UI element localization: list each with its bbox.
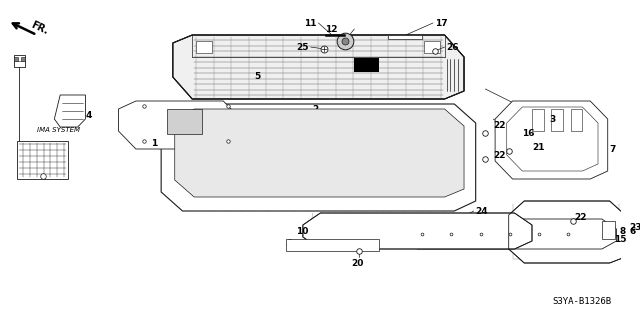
Polygon shape [495,101,608,179]
Text: 10: 10 [296,226,308,235]
Text: 15: 15 [614,234,626,243]
Polygon shape [602,221,616,239]
Polygon shape [118,101,241,149]
Text: 24: 24 [476,206,488,216]
Polygon shape [173,35,464,99]
Text: 16: 16 [522,130,535,138]
Polygon shape [175,109,464,197]
Text: 3: 3 [550,115,556,123]
Text: 26: 26 [447,42,459,51]
Text: 6: 6 [629,226,636,235]
Text: 25: 25 [296,42,308,51]
Polygon shape [325,34,344,36]
Polygon shape [17,141,68,179]
Text: 7: 7 [610,145,616,153]
Text: 11: 11 [304,19,316,27]
Text: 1: 1 [151,139,157,149]
Text: 21: 21 [532,143,545,152]
Polygon shape [161,104,476,211]
Text: 22: 22 [493,151,506,160]
Text: 9: 9 [287,239,293,248]
Text: 4: 4 [85,110,92,120]
Text: 22: 22 [493,122,506,130]
Polygon shape [54,95,85,127]
Text: 23: 23 [629,222,640,232]
Text: 20: 20 [351,259,364,268]
Text: 2: 2 [312,105,319,114]
Polygon shape [196,41,212,53]
Polygon shape [13,55,25,67]
Polygon shape [167,109,202,134]
Text: 8: 8 [620,226,626,235]
Text: 22: 22 [575,212,588,221]
Polygon shape [303,213,532,249]
Text: IMA SYSTEM: IMA SYSTEM [37,127,80,133]
Text: 12: 12 [325,25,338,33]
Polygon shape [286,239,379,251]
Polygon shape [388,35,422,39]
Text: S3YA-B1326B: S3YA-B1326B [552,296,612,306]
Polygon shape [424,41,440,53]
Text: 17: 17 [435,19,447,27]
Text: FR.: FR. [29,20,50,36]
Polygon shape [355,58,379,72]
Polygon shape [509,201,625,263]
Text: 5: 5 [254,72,260,81]
Polygon shape [403,219,616,249]
